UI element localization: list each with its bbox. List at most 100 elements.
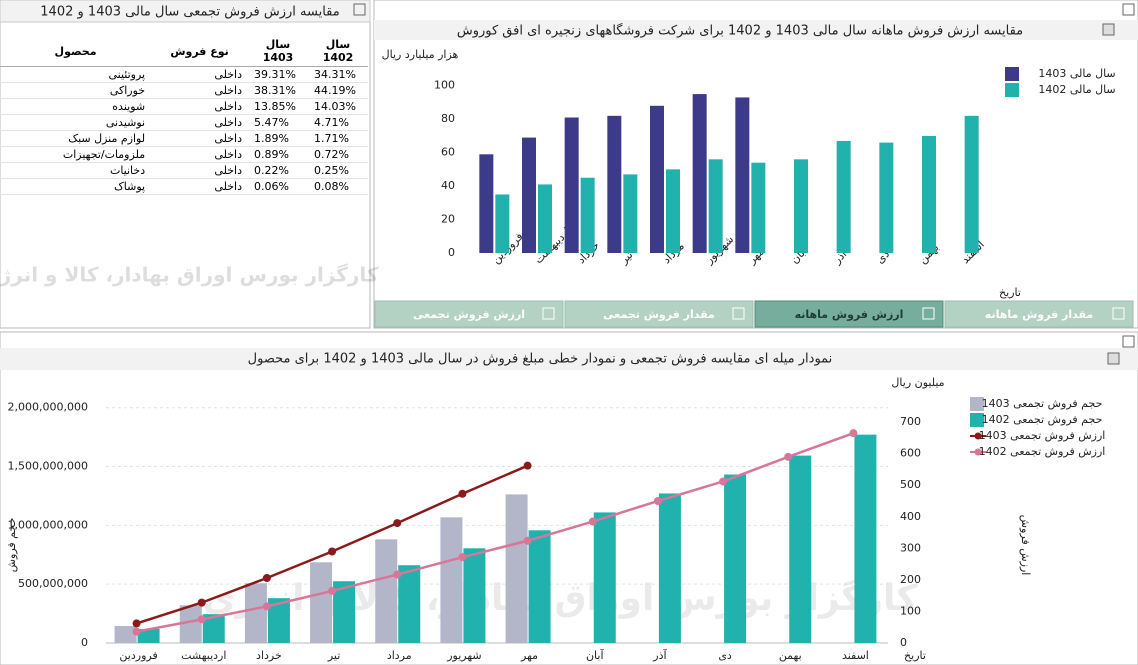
bar bbox=[479, 154, 494, 253]
y2-unit: میلیون ریال bbox=[891, 376, 944, 389]
y-tick-label: 40 bbox=[441, 179, 455, 192]
table-cell: خوراکی bbox=[0, 82, 152, 99]
y-tick-label: 80 bbox=[441, 112, 455, 125]
line-marker bbox=[458, 489, 467, 498]
table-cell: 1.89% bbox=[248, 130, 308, 147]
bar bbox=[564, 117, 579, 253]
panel-icon[interactable] bbox=[1122, 335, 1135, 348]
line-marker bbox=[132, 619, 141, 628]
table-cell: داخلی bbox=[151, 130, 248, 147]
table-cell: 39.31% bbox=[248, 66, 308, 83]
bar bbox=[580, 177, 595, 253]
table-cell: لوازم منزل سبک bbox=[0, 130, 152, 147]
y-tick-label: 2,000,000,000 bbox=[8, 401, 88, 414]
table-cell: داخلی bbox=[151, 178, 248, 195]
line-marker bbox=[262, 574, 271, 582]
bar bbox=[375, 539, 398, 643]
bar bbox=[495, 194, 510, 253]
table-title: مقایسه ارزش فروش تجمعی سال مالی 1403 و 1… bbox=[40, 5, 339, 20]
bar-header bbox=[374, 20, 1138, 40]
table-header bbox=[0, 0, 371, 23]
legend-swatch bbox=[970, 413, 984, 427]
tab[interactable] bbox=[374, 300, 564, 328]
bar bbox=[658, 493, 681, 643]
table-cell: پروتئینی bbox=[0, 66, 152, 83]
table-row: ملزومات/تجهیزات داخلی 0.89% 0.72% bbox=[0, 146, 368, 163]
x-tick-label: فروردین bbox=[119, 649, 157, 662]
line-marker bbox=[784, 452, 793, 461]
legend-marker bbox=[974, 432, 982, 440]
bar bbox=[751, 162, 766, 253]
legend-label: حجم فروش تجمعی 1403 bbox=[982, 397, 1103, 410]
x-tick-label: بهمن bbox=[779, 649, 802, 662]
line-marker bbox=[523, 461, 532, 470]
y-tick-label: 500,000,000 bbox=[18, 577, 88, 590]
bar bbox=[836, 140, 851, 253]
bar bbox=[333, 581, 356, 643]
bar bbox=[724, 474, 747, 643]
sales-table: محصول نوع فروش سال 1403 سال 1402 پروتئینی داخ… bbox=[0, 36, 368, 195]
bar bbox=[922, 135, 936, 253]
table-head: محصول نوع فروش سال 1403 سال 1402 bbox=[0, 36, 368, 67]
legend-label: ارزش فروش تجمعی 1402 bbox=[979, 445, 1106, 458]
line-marker bbox=[458, 553, 467, 562]
table-cell: 0.72% bbox=[308, 146, 368, 163]
table-row: نوشیدنی داخلی 5.47% 4.71% bbox=[0, 114, 368, 131]
column-header[interactable]: محصول bbox=[0, 36, 152, 67]
line-marker bbox=[393, 570, 402, 579]
bar bbox=[538, 184, 552, 253]
table-cell: داخلی bbox=[151, 66, 248, 83]
bar bbox=[854, 434, 877, 643]
y2-tick-label: 100 bbox=[900, 604, 921, 617]
legend-label: حجم فروش تجمعی 1402 bbox=[982, 413, 1103, 426]
table-row: دخانیات داخلی 0.22% 0.25% bbox=[0, 162, 368, 179]
bar bbox=[789, 455, 812, 643]
x-tick-label: اردیبهشت bbox=[181, 649, 226, 662]
export-icon[interactable] bbox=[1107, 352, 1120, 365]
tab-icon bbox=[1112, 307, 1125, 320]
tab-label: ارزش فروش ماهانه bbox=[795, 308, 904, 321]
legend-marker bbox=[974, 448, 982, 456]
tab[interactable] bbox=[564, 300, 754, 328]
export-icon[interactable] bbox=[1102, 23, 1115, 36]
table-cell: 44.19% bbox=[308, 82, 368, 99]
legend-label: ارزش فروش تجمعی 1403 bbox=[979, 429, 1106, 442]
panel-icon[interactable] bbox=[1122, 3, 1135, 16]
tab-icon bbox=[542, 307, 555, 320]
table-cell: 5.47% bbox=[248, 114, 308, 131]
table-row: شوینده داخلی 13.85% 14.03% bbox=[0, 98, 368, 115]
bar bbox=[607, 115, 622, 253]
column-header[interactable]: سال 1403 bbox=[248, 36, 308, 67]
y2-tick-label: 300 bbox=[900, 541, 921, 554]
tab[interactable] bbox=[944, 300, 1134, 328]
column-header[interactable]: سال 1402 bbox=[308, 36, 368, 67]
x-axis-label: تاریخ bbox=[999, 286, 1021, 299]
table-cell: شوینده bbox=[0, 98, 152, 115]
y2-tick-label: 600 bbox=[900, 447, 921, 460]
tab[interactable] bbox=[754, 300, 944, 328]
line-marker bbox=[197, 598, 206, 607]
table-cell: 0.22% bbox=[248, 162, 308, 179]
panel-icon[interactable] bbox=[353, 3, 366, 16]
line bbox=[136, 431, 854, 633]
table-row: لوازم منزل سبک داخلی 1.89% 1.71% bbox=[0, 130, 368, 147]
y-tick-label: 0 bbox=[448, 246, 455, 259]
y2-axis-label: ارزش فروش bbox=[1019, 515, 1032, 576]
bar bbox=[735, 97, 750, 253]
chart-title: نمودار میله ای مقایسه فروش تجمعی و نمودا… bbox=[248, 352, 833, 367]
x-tick-label: خرداد bbox=[256, 649, 282, 662]
x-axis-label: تاریخ bbox=[904, 649, 926, 662]
column-header[interactable]: نوع فروش bbox=[151, 36, 248, 67]
table-cell: نوشیدنی bbox=[0, 114, 152, 131]
y-tick-label: 20 bbox=[441, 213, 455, 226]
table-cell: 13.85% bbox=[248, 98, 308, 115]
table-cell: دخانیات bbox=[0, 162, 152, 179]
tab-label: مقدار فروش ماهانه bbox=[985, 308, 1093, 321]
line-marker bbox=[719, 477, 728, 486]
x-tick-label: آذر bbox=[652, 648, 667, 662]
bar bbox=[137, 628, 160, 643]
y2-tick-label: 0 bbox=[900, 636, 907, 649]
table-body: پروتئینی داخلی 39.31% 34.31% خوراکی داخلی 38.3… bbox=[0, 66, 368, 195]
bar bbox=[440, 517, 463, 643]
bar-panel bbox=[373, 0, 1138, 329]
